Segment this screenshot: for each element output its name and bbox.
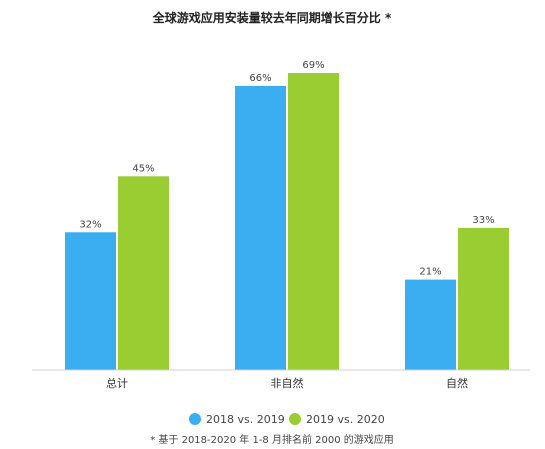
legend: 2018 vs. 2019 2019 vs. 2020: [189, 413, 385, 426]
bar-2-1: [118, 176, 169, 370]
bar-1-2: [235, 85, 286, 371]
data-label: 33%: [472, 215, 494, 226]
legend-label-1: 2018 vs. 2019: [206, 413, 285, 426]
legend-label-2: 2019 vs. 2020: [306, 413, 385, 426]
labels-layer: 32% 45% 总计 66% 69% 非自然 21% 33% 自然: [79, 60, 494, 390]
category-label: 非自然: [271, 376, 304, 390]
footnote: * 基于 2018-2020 年 1-8 月排名前 2000 的游戏应用: [150, 433, 394, 446]
bar-2-3: [458, 227, 509, 370]
bars-layer: [65, 73, 509, 371]
bar-1-3: [405, 279, 456, 370]
bar-1-1: [65, 232, 116, 370]
data-label: 69%: [302, 60, 324, 71]
category-label: 总计: [106, 376, 128, 390]
bar-2-2: [288, 73, 339, 370]
data-label: 45%: [132, 163, 154, 174]
legend-marker-2: [289, 413, 301, 425]
data-label: 66%: [249, 73, 271, 84]
legend-marker-1: [189, 413, 201, 425]
data-label: 21%: [419, 267, 441, 278]
chart-title: 全球游戏应用安装量较去年同期增长百分比 *: [152, 10, 392, 25]
data-label: 32%: [79, 219, 101, 230]
category-label: 自然: [446, 376, 468, 390]
